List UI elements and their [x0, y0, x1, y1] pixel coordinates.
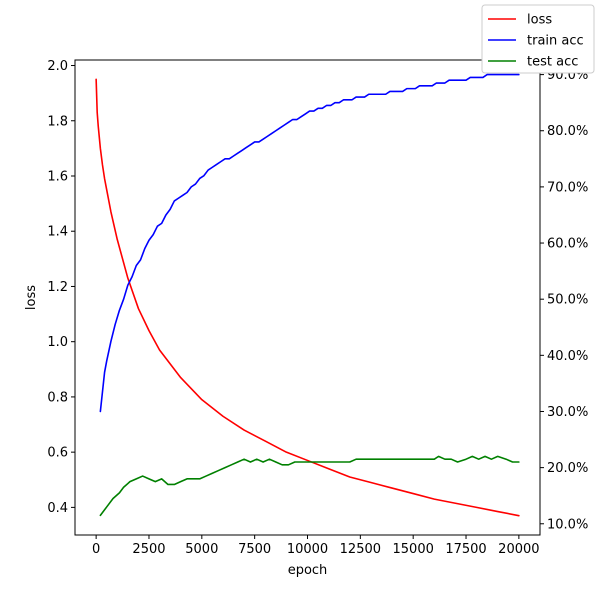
y-right-tick-label: 40.0% — [547, 349, 588, 364]
y-right-tick-label: 50.0% — [547, 293, 588, 308]
legend-label: test acc — [527, 55, 578, 70]
y-right-tick-label: 10.0% — [547, 517, 588, 532]
x-axis-label: epoch — [288, 563, 328, 578]
series-line-train-acc — [99, 73, 520, 413]
x-tick-label: 12500 — [340, 542, 381, 557]
plot-area — [75, 60, 540, 535]
y-left-tick-label: 1.2 — [47, 280, 68, 295]
series-layer — [95, 73, 520, 517]
y-right-tick-label: 30.0% — [547, 405, 588, 420]
plot-frame — [74, 59, 541, 536]
y-left-tick-label: 0.8 — [47, 390, 68, 405]
x-tick-label: 20000 — [498, 542, 539, 557]
x-tick-label: 0 — [92, 542, 100, 557]
y-left-tick-label: 2.0 — [47, 59, 68, 74]
series-line-test-acc — [99, 455, 520, 517]
y-left-tick-label: 1.4 — [47, 225, 68, 240]
y-right-tick-label: 20.0% — [547, 461, 588, 476]
legend: loss train acc test acc — [481, 4, 595, 74]
x-tick-label: 7500 — [238, 542, 271, 557]
x-tick-label: 2500 — [132, 542, 165, 557]
legend-box — [481, 4, 595, 74]
y-left-tick-label: 1.6 — [47, 169, 68, 184]
x-tick-label: 10000 — [287, 542, 328, 557]
y-axis-left: 0.4 0.6 0.8 1.0 1.2 1.4 1.6 1.8 2.0 — [47, 59, 75, 516]
y-left-tick-label: 0.6 — [47, 446, 68, 461]
y-axis-right: 10.0% 20.0% 30.0% 40.0% 50.0% 60.0% 70.0% 80.0%… — [540, 68, 588, 532]
y-left-tick-label: 1.0 — [47, 335, 68, 350]
x-axis: 0 2500 5000 7500 10000 12500 15000 17500 20000 — [92, 535, 540, 557]
x-tick-label: 5000 — [185, 542, 218, 557]
y-left-tick-label: 1.8 — [47, 114, 68, 129]
x-tick-label: 15000 — [393, 542, 434, 557]
series-line-loss — [95, 78, 520, 517]
y-right-tick-label: 60.0% — [547, 237, 588, 252]
y-axis-left-label: loss — [24, 285, 39, 310]
legend-label: train acc — [527, 34, 584, 49]
x-tick-label: 17500 — [445, 542, 486, 557]
y-right-tick-label: 80.0% — [547, 124, 588, 139]
y-left-tick-label: 0.4 — [47, 501, 68, 516]
y-right-tick-label: 70.0% — [547, 180, 588, 195]
legend-label: loss — [527, 13, 552, 28]
